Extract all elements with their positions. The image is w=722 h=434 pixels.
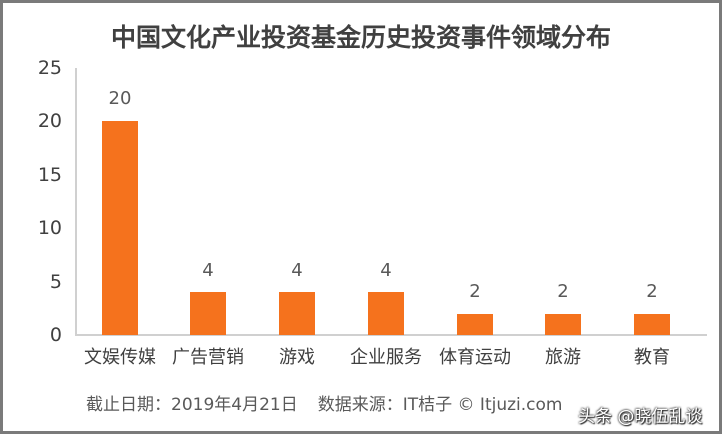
y-tick-15: 15 xyxy=(37,164,62,186)
bar-2 xyxy=(279,292,315,335)
footer-date: 截止日期：2019年4月21日 xyxy=(86,395,298,415)
y-axis-line xyxy=(75,68,77,336)
y-tick-5: 5 xyxy=(49,271,62,293)
y-tick-0: 0 xyxy=(49,324,62,346)
chart-title: 中国文化产业投资基金历史投资事件领域分布 xyxy=(110,23,611,52)
footer-source: 数据来源：IT桔子 © Itjuzi.com xyxy=(317,395,563,415)
bar-0 xyxy=(102,121,138,335)
data-label-6: 2 xyxy=(646,281,658,302)
x-label-1: 广告营销 xyxy=(172,347,244,368)
bar-1 xyxy=(190,292,226,335)
y-tick-20: 20 xyxy=(37,110,62,132)
bar-4 xyxy=(457,314,493,335)
bar-5 xyxy=(545,314,581,335)
x-label-0: 文娱传媒 xyxy=(84,347,156,368)
watermark: 头条 @晓伍乱谈 xyxy=(578,407,703,427)
x-label-6: 教育 xyxy=(634,347,670,368)
x-label-3: 企业服务 xyxy=(350,347,422,368)
bar-6 xyxy=(634,314,670,335)
x-axis-line xyxy=(75,334,707,336)
data-label-3: 4 xyxy=(380,260,392,281)
data-label-4: 2 xyxy=(469,281,481,302)
bar-3 xyxy=(368,292,404,335)
chart-footer: 截止日期：2019年4月21日 数据来源：IT桔子 © Itjuzi.com xyxy=(86,390,562,415)
x-label-5: 旅游 xyxy=(545,347,581,368)
data-label-5: 2 xyxy=(557,281,569,302)
x-label-2: 游戏 xyxy=(279,347,315,368)
y-tick-25: 25 xyxy=(37,57,62,79)
y-tick-10: 10 xyxy=(37,217,62,239)
data-label-0: 20 xyxy=(108,88,132,109)
x-label-4: 体育运动 xyxy=(439,347,511,368)
data-label-2: 4 xyxy=(291,260,303,281)
data-label-1: 4 xyxy=(202,260,214,281)
